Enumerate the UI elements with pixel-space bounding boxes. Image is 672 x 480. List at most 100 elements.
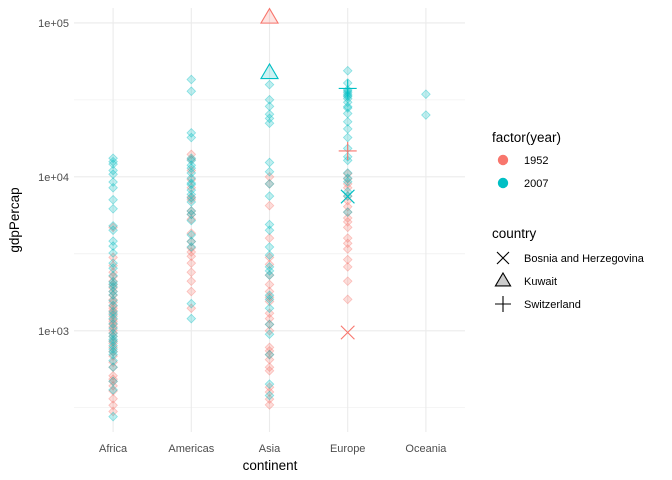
point-2007-africa (108, 340, 118, 351)
point-2007-asia (264, 319, 275, 330)
legend-key-1952 (497, 154, 509, 166)
point-2007-americas (186, 163, 197, 173)
legend-key-2007 (497, 177, 509, 189)
point-2007-africa (108, 362, 118, 373)
point-1952-americas (186, 276, 197, 287)
point-2007-asia (264, 101, 275, 112)
point-2007-asia (264, 191, 275, 201)
legend-shape-title: country (492, 226, 537, 241)
point-1952-americas (186, 182, 197, 193)
legend-color-label: 2007 (524, 178, 548, 190)
highlighted-countries (259, 7, 357, 340)
point-2007-americas (186, 173, 197, 184)
point-1952-africa (108, 325, 118, 335)
point-2007-africa (108, 355, 118, 366)
y-axis-title: gdpPercap (7, 187, 22, 252)
point-1952-europe (342, 222, 353, 233)
point-1952-asia (264, 286, 275, 297)
point-1952-europe (342, 244, 353, 254)
point-2007-americas (186, 74, 197, 85)
point-2007-africa (108, 281, 118, 292)
y-tick-label: 1e+05 (38, 18, 69, 30)
point-1952-asia (264, 346, 275, 356)
point-2007-asia (264, 219, 275, 230)
point-2007-asia (264, 109, 275, 120)
point-1952-americas (186, 267, 197, 278)
point-2007-asia (264, 250, 275, 261)
point-1952-europe (342, 238, 353, 249)
x-tick-label: Africa (99, 443, 128, 455)
point-2007-asia (264, 294, 275, 305)
x-axis-title: continent (243, 458, 298, 473)
point-1952-africa (108, 338, 118, 349)
point-1952-asia (264, 200, 275, 211)
point-1952-africa (108, 393, 118, 404)
point-1952-europe (342, 294, 353, 305)
point-2007-africa (108, 336, 118, 347)
point-2007-asia (264, 329, 275, 340)
point-2007-africa (108, 276, 118, 287)
point-2007-africa (108, 194, 118, 205)
highlight-bosnia-and-herzegovina-2007 (340, 189, 355, 204)
point-2007-americas (186, 193, 197, 203)
point-2007-americas (186, 168, 197, 178)
point-2007-americas (186, 209, 197, 220)
point-2007-africa (108, 236, 118, 247)
point-2007-asia (264, 290, 275, 301)
point-1952-africa (108, 351, 118, 361)
legend-key-cross-x (496, 251, 510, 265)
y-tick-label: 1e+04 (38, 172, 69, 184)
data-points (108, 65, 431, 422)
x-tick-label: Oceania (405, 443, 447, 455)
point-1952-europe (342, 216, 353, 227)
point-1952-africa (108, 380, 118, 391)
point-1952-americas (186, 192, 197, 202)
point-2007-asia (264, 303, 275, 314)
point-1952-asia (264, 400, 275, 410)
point-2007-europe (342, 132, 353, 143)
point-2007-americas (186, 155, 197, 166)
point-1952-africa (108, 286, 118, 297)
point-1952-africa (108, 314, 118, 325)
legend-shape-label: Kuwait (524, 276, 557, 288)
point-2007-americas (186, 178, 197, 189)
point-2007-americas (186, 132, 197, 143)
point-1952-americas (186, 154, 197, 165)
point-2007-africa (108, 286, 118, 297)
point-1952-americas (186, 243, 197, 253)
legend-shape-entries: Bosnia and Herzegovina Kuwait Switzerland (494, 251, 645, 312)
point-1952-africa (108, 308, 118, 319)
point-2007-africa (108, 241, 118, 251)
point-1952-africa (108, 331, 118, 342)
legend-key-triangle (494, 271, 512, 287)
point-1952-africa (108, 400, 118, 411)
point-2007-africa (108, 177, 118, 187)
point-1952-americas (186, 258, 197, 269)
point-2007-africa (108, 331, 118, 342)
point-2007-europe (342, 97, 353, 108)
point-2007-americas (186, 206, 197, 216)
point-1952-asia (264, 362, 275, 373)
legend: factor(year) 1952 2007 country Bosnia and… (492, 130, 645, 312)
point-1952-asia (264, 252, 275, 263)
point-2007-africa (108, 270, 118, 281)
point-1952-africa (108, 406, 118, 417)
point-2007-africa (108, 309, 118, 320)
point-2007-asia (264, 390, 275, 401)
point-2007-oceania (421, 110, 431, 120)
point-2007-americas (186, 229, 197, 240)
point-2007-americas (186, 189, 197, 200)
point-1952-asia (264, 296, 275, 307)
point-2007-asia (264, 270, 275, 280)
legend-key-plus (495, 296, 511, 312)
point-2007-africa (108, 182, 118, 193)
point-2007-africa (108, 258, 118, 269)
point-2007-americas (186, 215, 197, 226)
point-1952-africa (108, 303, 118, 314)
point-2007-europe (342, 155, 353, 166)
point-1952-africa (108, 294, 118, 305)
point-1952-americas (186, 174, 197, 185)
point-1952-europe (342, 276, 353, 287)
point-1952-europe (342, 201, 353, 212)
point-1952-europe (342, 168, 353, 179)
